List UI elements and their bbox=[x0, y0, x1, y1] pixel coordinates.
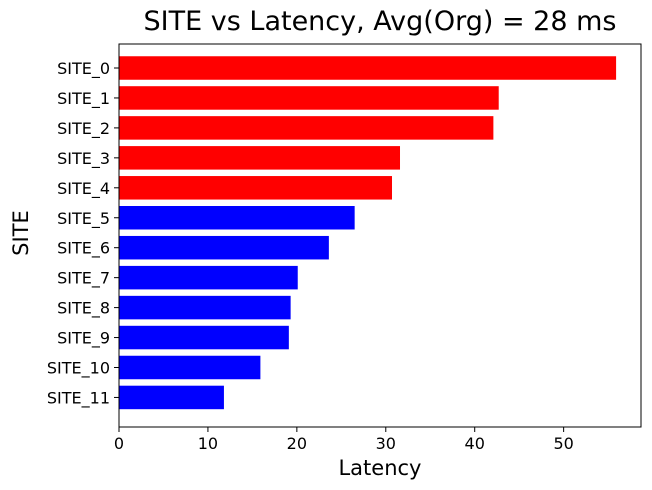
x-tick-label: 50 bbox=[553, 434, 573, 453]
bar-site-2 bbox=[119, 116, 494, 140]
bar-site-8 bbox=[119, 295, 291, 320]
y-ticks: SITE_0 SITE_1 SITE_2 SITE_3 SITE_4 SITE_5 SITE… bbox=[47, 59, 119, 408]
y-axis-label: SITE bbox=[9, 210, 33, 256]
y-tick-label: SITE_4 bbox=[57, 179, 110, 199]
y-tick-label: SITE_7 bbox=[57, 269, 110, 289]
plot-frame bbox=[118, 43, 642, 428]
y-tick-label: SITE_1 bbox=[57, 89, 110, 109]
bar-site-0 bbox=[119, 56, 617, 80]
bar-site-9 bbox=[119, 325, 289, 350]
x-tick-label: 10 bbox=[198, 434, 218, 453]
y-tick-label: SITE_11 bbox=[47, 388, 110, 408]
y-tick-label: SITE_10 bbox=[47, 359, 110, 379]
x-tick-label: 20 bbox=[287, 434, 307, 453]
x-tick-label: 30 bbox=[376, 434, 396, 453]
y-tick-label: SITE_2 bbox=[57, 119, 110, 139]
x-ticks: 0 10 20 30 40 50 bbox=[114, 427, 574, 453]
y-tick-label: SITE_0 bbox=[57, 59, 110, 79]
bar-site-11 bbox=[119, 385, 224, 410]
bar-site-10 bbox=[119, 355, 261, 380]
bar-site-6 bbox=[119, 235, 329, 260]
bar-site-4 bbox=[119, 176, 393, 200]
y-tick-label: SITE_9 bbox=[57, 329, 110, 349]
x-tick-label: 0 bbox=[114, 434, 124, 453]
chart-title: SITE vs Latency, Avg(Org) = 28 ms bbox=[144, 6, 617, 37]
y-tick-label: SITE_5 bbox=[57, 209, 110, 229]
bar-site-3 bbox=[119, 146, 401, 170]
bar-site-1 bbox=[119, 86, 499, 110]
bars-layer bbox=[119, 56, 617, 410]
bar-site-7 bbox=[119, 265, 298, 290]
y-tick-label: SITE_8 bbox=[57, 299, 110, 319]
bar-site-5 bbox=[119, 206, 355, 230]
x-tick-label: 40 bbox=[465, 434, 485, 453]
y-tick-label: SITE_6 bbox=[57, 239, 110, 259]
x-axis-label: Latency bbox=[338, 456, 421, 480]
y-tick-label: SITE_3 bbox=[57, 149, 110, 169]
